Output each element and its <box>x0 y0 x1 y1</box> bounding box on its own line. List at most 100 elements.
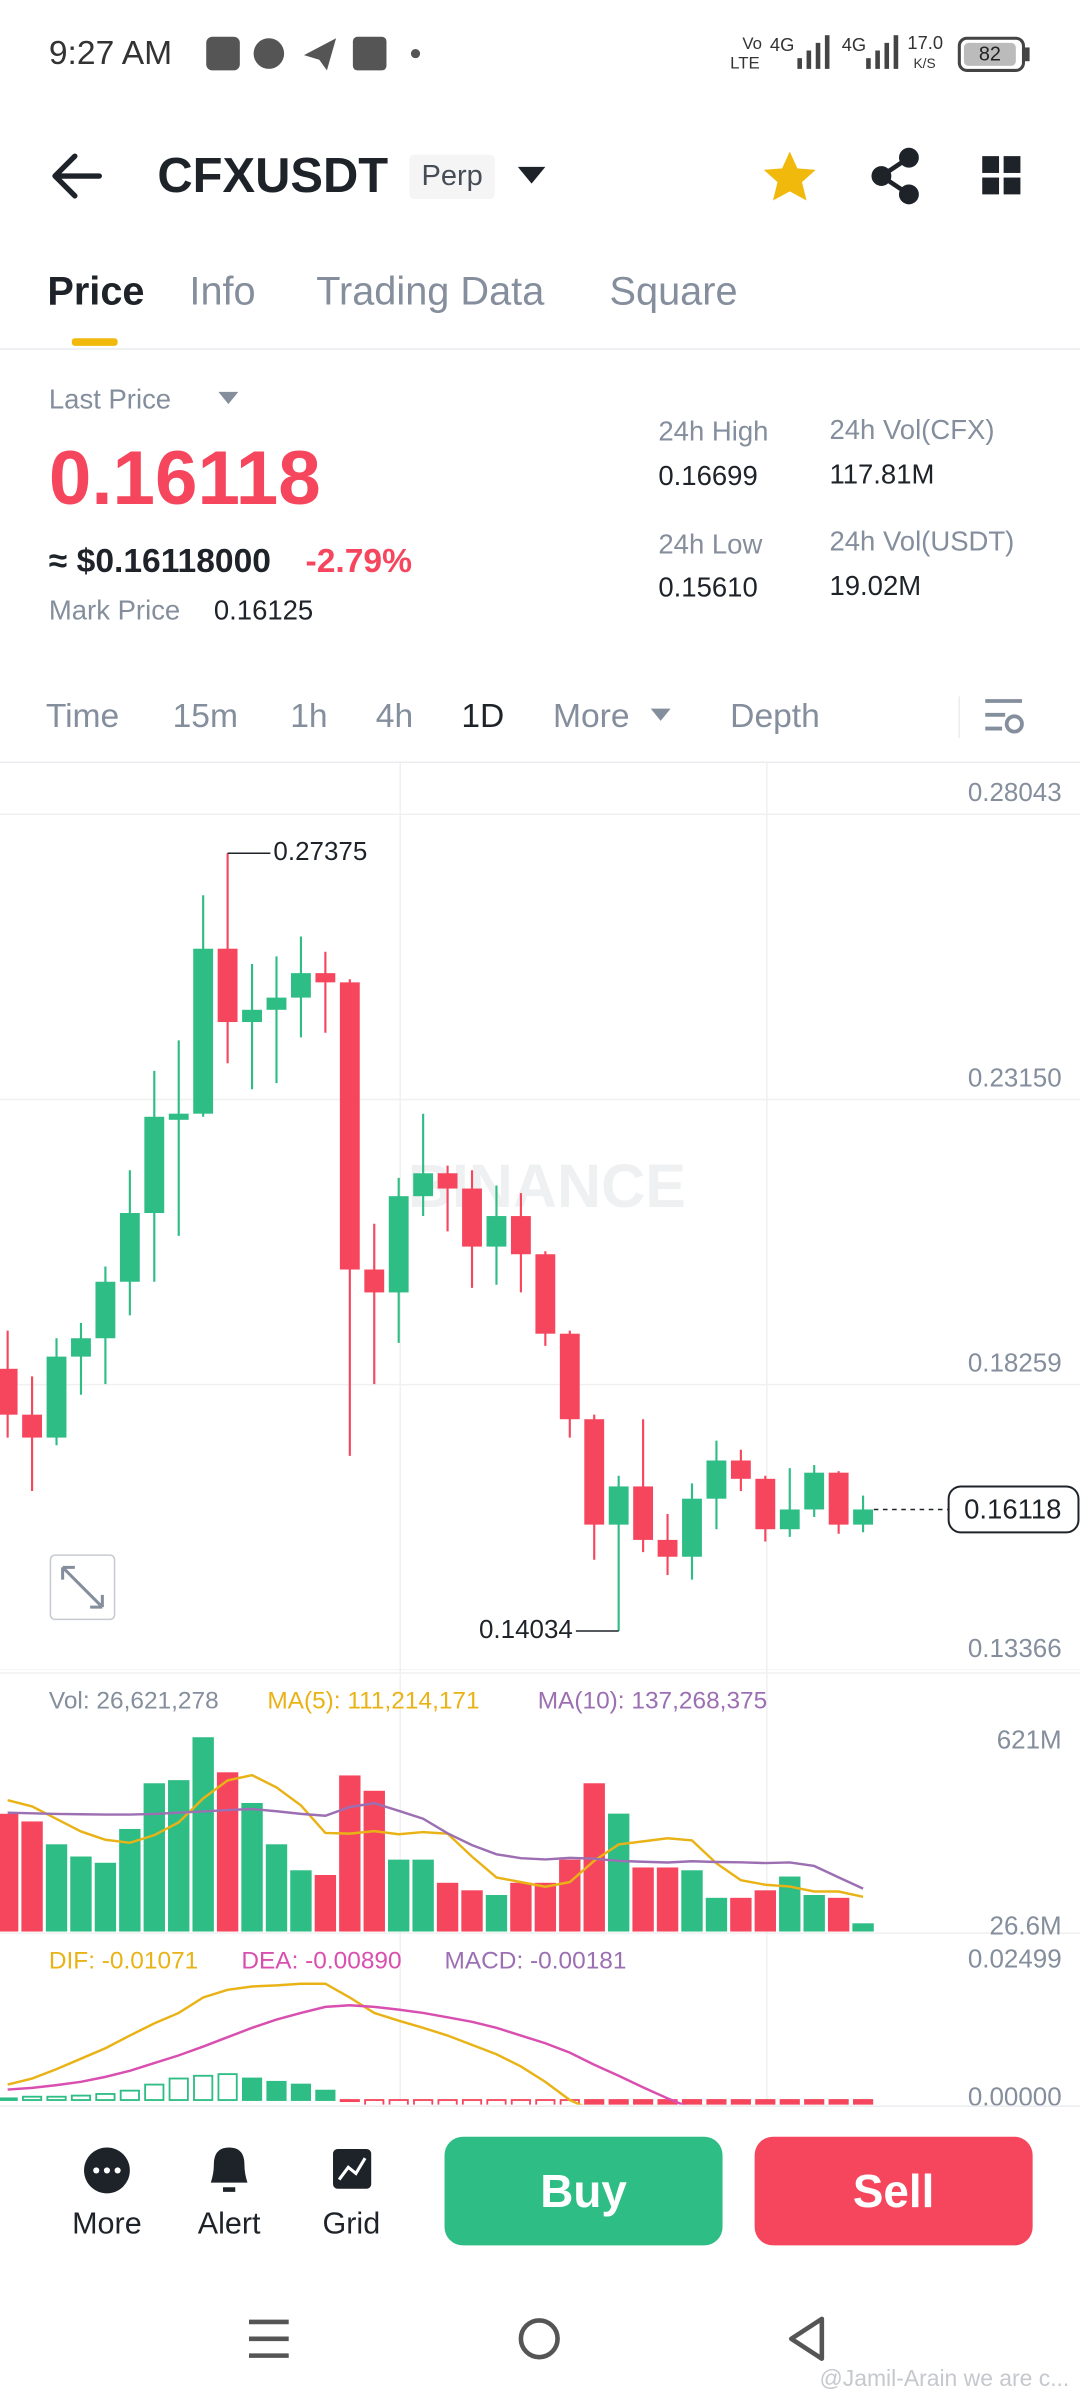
volume-bar <box>754 1890 777 1932</box>
volume-bar <box>45 1844 68 1932</box>
chart-settings-icon[interactable] <box>985 699 1024 734</box>
volume-bar <box>461 1890 483 1932</box>
more-dropdown[interactable] <box>650 708 671 721</box>
volume-bar <box>192 1737 214 1932</box>
more-dots <box>93 2167 121 2174</box>
interval[interactable]: 4h <box>376 698 413 735</box>
candle-body <box>413 1173 434 1197</box>
candle-body <box>242 1009 262 1023</box>
macd-bar <box>437 2099 458 2105</box>
usd-price: ≈ $0.16118000 <box>49 543 271 580</box>
interval[interactable]: Time <box>46 698 119 735</box>
battery <box>957 36 1026 72</box>
candle-body <box>144 1116 165 1214</box>
candle-body <box>119 1213 140 1282</box>
action-label[interactable]: Grid <box>322 2207 380 2241</box>
nav-home[interactable] <box>518 2318 560 2360</box>
macd-bar <box>388 2099 409 2105</box>
sell-button[interactable] <box>754 2136 1033 2246</box>
action-label[interactable]: More <box>72 2207 142 2241</box>
macd-bar <box>681 2099 703 2105</box>
candle-body <box>828 1472 849 1525</box>
candle-body <box>462 1188 482 1247</box>
candle-body <box>853 1509 874 1525</box>
candle-body <box>755 1478 776 1530</box>
macd-bar <box>779 2099 800 2105</box>
buy-button[interactable] <box>444 2136 723 2246</box>
last-price-label[interactable]: Last Price <box>49 383 171 414</box>
chart: 0.27375 0.14034 0.16118 0.28043 0.23150 0.182… <box>0 777 1080 2111</box>
price-change: -2.79% <box>306 543 413 580</box>
back-button[interactable] <box>52 153 102 199</box>
y-tick-label: 26.6M <box>990 1911 1062 1941</box>
macd-bar <box>290 2083 312 2101</box>
macd-bar <box>755 2099 776 2105</box>
macd-bar <box>413 2099 434 2105</box>
candle-body <box>71 1338 91 1357</box>
status-volte: LTE <box>730 54 760 73</box>
favorite-icon[interactable] <box>763 151 816 201</box>
ma-line <box>7 1773 864 1899</box>
volume-bar <box>436 1882 459 1932</box>
sell-label[interactable]: Sell <box>853 2165 934 2217</box>
macd-bar <box>730 2099 751 2105</box>
interval[interactable]: 1h <box>290 698 327 735</box>
interval[interactable]: 15m <box>173 698 238 735</box>
interval[interactable]: Depth <box>730 698 820 735</box>
volume-bar <box>681 1870 703 1932</box>
nav-back[interactable] <box>788 2316 825 2361</box>
share-icon[interactable] <box>871 147 919 205</box>
mark-price-label: Mark Price <box>49 594 180 625</box>
candle-body <box>46 1356 67 1438</box>
volume-bar <box>412 1859 434 1932</box>
tab[interactable]: Trading Data <box>316 269 545 313</box>
battery-level <box>963 42 1016 66</box>
macd-bar <box>168 2077 189 2101</box>
volume-bar <box>21 1821 43 1932</box>
symbol[interactable]: CFXUSDT <box>157 149 388 203</box>
volume-bar <box>705 1897 728 1932</box>
candle-body <box>608 1486 629 1525</box>
tab-active[interactable]: Price <box>47 269 144 313</box>
max-label: 0.27375 <box>273 836 367 866</box>
stat-label: 24h Vol(USDT) <box>829 526 1014 557</box>
candle-body <box>266 997 287 1010</box>
volume-bar <box>70 1856 92 1932</box>
macd-bar <box>46 2095 67 2101</box>
tab[interactable]: Square <box>610 269 738 313</box>
volume-bar <box>339 1775 361 1932</box>
interval-active[interactable]: 1D <box>461 698 504 735</box>
candle-body <box>22 1414 43 1438</box>
macd-line <box>7 1982 583 2105</box>
macd-bar <box>144 2083 165 2101</box>
buy-label[interactable]: Buy <box>540 2165 627 2217</box>
watermark: @Jamil-Arain we are c... <box>820 2365 1070 2391</box>
macd-bar <box>266 2080 287 2101</box>
macd-bar <box>193 2074 214 2101</box>
action-label[interactable]: Alert <box>198 2207 261 2241</box>
volume-bar <box>143 1783 165 1932</box>
legend-entry: MACD: -0.00181 <box>445 1948 627 1975</box>
last-price-dropdown[interactable] <box>218 391 239 405</box>
macd-bar <box>510 2099 531 2105</box>
badge-bg <box>409 154 495 199</box>
symbol-dropdown[interactable] <box>517 166 546 184</box>
status-time: 9:27 AM <box>49 35 172 72</box>
volume-bar <box>314 1874 337 1932</box>
candle-body <box>388 1196 409 1293</box>
volume-bar <box>0 1813 19 1932</box>
y-tick-label: 0.23150 <box>968 1062 1062 1092</box>
alert-icon[interactable] <box>210 2147 248 2192</box>
candle-body <box>193 948 214 1114</box>
tab[interactable]: Info <box>189 269 255 313</box>
candle-body <box>535 1254 556 1334</box>
grid-menu-icon[interactable] <box>982 156 1021 195</box>
nav-menu[interactable] <box>248 2319 289 2358</box>
candle-body <box>437 1173 458 1189</box>
candle-body <box>315 973 336 983</box>
stat-label: 24h Vol(CFX) <box>829 414 994 445</box>
candle-body <box>559 1333 580 1420</box>
macd-bar <box>21 2095 43 2101</box>
interval[interactable]: More <box>553 698 630 735</box>
tab-indicator <box>71 338 118 346</box>
